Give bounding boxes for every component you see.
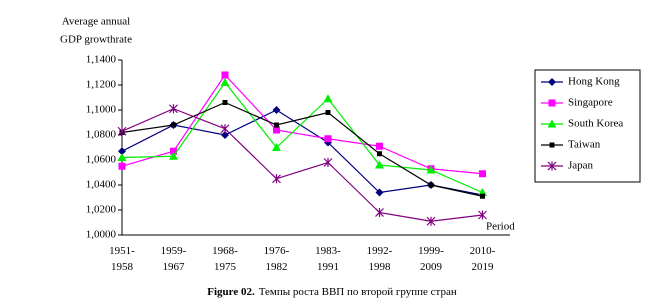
y-tick-label: 1,0800 xyxy=(86,129,117,141)
data-point xyxy=(222,100,228,105)
series-line xyxy=(121,109,483,196)
y-axis-title: GDP growthrate xyxy=(60,34,132,46)
data-point xyxy=(325,110,331,115)
y-tick-label: 1,1000 xyxy=(86,104,117,116)
data-point xyxy=(478,210,487,220)
legend-label: Taiwan xyxy=(568,139,601,151)
data-point xyxy=(426,216,436,226)
legend-marker xyxy=(548,78,556,86)
x-tick-label-line: 1982 xyxy=(266,261,288,273)
series-line xyxy=(121,81,483,194)
y-tick-label: 1,1400 xyxy=(86,54,117,66)
x-tick-label: 1968- 1975 xyxy=(212,245,238,273)
data-point xyxy=(479,170,486,178)
x-tick-label: 1959- 1967 xyxy=(161,245,187,273)
data-point xyxy=(428,182,434,188)
y-axis-title: Average annual xyxy=(62,16,131,28)
data-point xyxy=(118,162,126,170)
x-tick-label: 1983- 1991 xyxy=(315,245,341,273)
x-tick-label: 1992- 1998 xyxy=(367,245,393,273)
series-line xyxy=(121,108,483,222)
data-point xyxy=(323,94,333,103)
data-point xyxy=(376,142,383,150)
data-point xyxy=(117,153,127,161)
data-point xyxy=(118,147,126,156)
data-point xyxy=(272,174,281,184)
x-tick-label-line: 2019 xyxy=(472,261,495,273)
data-point xyxy=(274,122,279,128)
x-tick-label-line: 1968- xyxy=(212,245,238,257)
x-tick-label-line: 1999- xyxy=(418,245,444,257)
x-tick-label: 1951- 1958 xyxy=(109,245,135,273)
data-point xyxy=(375,208,384,217)
data-point xyxy=(323,158,333,167)
data-point xyxy=(375,160,384,169)
x-tick-label-line: 1958 xyxy=(111,261,134,273)
x-tick-label-line: 1991 xyxy=(317,261,339,273)
data-point xyxy=(169,151,178,160)
series-line xyxy=(121,74,483,175)
data-point xyxy=(221,131,229,139)
data-point xyxy=(377,151,382,157)
x-tick-label-line: 1975 xyxy=(214,261,237,273)
x-tick-label: 1999- 2009 xyxy=(418,245,444,273)
legend-marker xyxy=(547,161,557,171)
y-tick-label: 1,0600 xyxy=(86,154,117,166)
x-tick-label-line: 1951- xyxy=(109,245,135,257)
x-axis-title: Period xyxy=(486,221,515,233)
data-point xyxy=(169,104,178,114)
data-point xyxy=(480,193,485,199)
caption-label: Figure 02. xyxy=(207,286,255,298)
legend-marker xyxy=(547,119,557,128)
y-tick-label: 1,0200 xyxy=(86,204,117,216)
y-tick-label: 1,0000 xyxy=(86,229,117,241)
x-tick-label-line: 1967 xyxy=(163,261,186,273)
x-tick-label-line: 1983- xyxy=(315,245,341,257)
caption-text: Темпы роста ВВП по второй группе стран xyxy=(259,286,457,298)
y-tick-label: 1,0400 xyxy=(86,179,117,191)
data-point xyxy=(117,126,127,136)
legend-label: Hong Kong xyxy=(568,76,620,88)
legend-label: South Korea xyxy=(568,118,623,130)
x-tick-label: 1976- 1982 xyxy=(264,245,290,273)
x-tick-label: 2010- 2019 xyxy=(470,245,496,273)
data-point xyxy=(170,147,177,155)
data-point xyxy=(272,106,281,114)
data-point xyxy=(220,78,230,86)
data-point xyxy=(220,124,230,134)
data-point xyxy=(171,122,176,128)
data-point xyxy=(221,71,229,79)
x-tick-label-line: 1976- xyxy=(264,245,290,257)
caption: Figure 02. Темпы роста ВВП по второй груп… xyxy=(207,286,457,298)
data-point xyxy=(273,126,280,134)
data-point xyxy=(272,143,281,151)
legend-marker xyxy=(548,99,556,107)
x-tick-label-line: 2009 xyxy=(420,261,443,273)
x-tick-label-line: 2010- xyxy=(470,245,496,257)
series-line xyxy=(121,101,483,197)
x-tick-label-line: 1992- xyxy=(367,245,393,257)
legend-marker xyxy=(549,142,555,148)
y-tick-label: 1,1200 xyxy=(86,79,117,91)
data-point xyxy=(426,165,436,174)
x-tick-label-line: 1959- xyxy=(161,245,187,257)
x-tick-label-line: 1998 xyxy=(369,261,392,273)
legend-label: Singapore xyxy=(568,97,613,109)
data-point xyxy=(324,135,332,143)
legend-label: Japan xyxy=(568,160,594,172)
data-point xyxy=(375,188,384,197)
